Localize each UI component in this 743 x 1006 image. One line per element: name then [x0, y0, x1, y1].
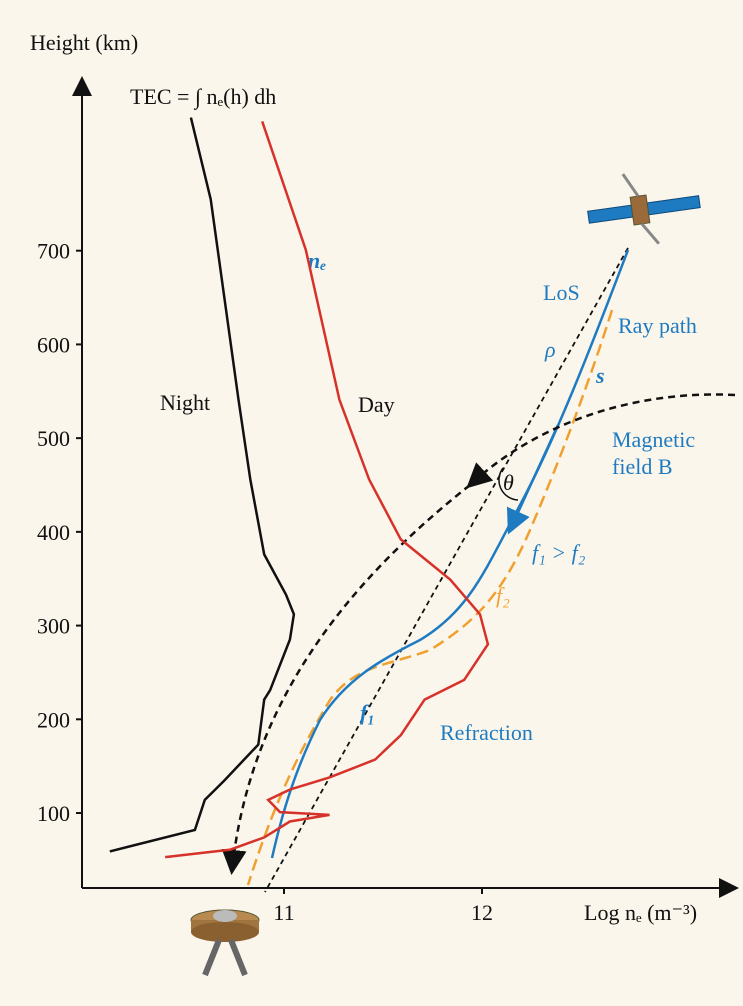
annotation: f₁ — [360, 700, 375, 725]
annotation: Refraction — [440, 720, 533, 745]
y-tick-label: 600 — [37, 332, 70, 357]
y-tick-label: 500 — [37, 426, 70, 451]
y-tick-label: 100 — [37, 801, 70, 826]
annotation: θ — [503, 470, 514, 495]
annotation: Ray path — [618, 313, 697, 338]
x-tick-label: 12 — [471, 900, 493, 925]
y-tick-label: 300 — [37, 614, 70, 639]
y-axis-label: Height (km) — [30, 30, 138, 55]
y-tick-label: 400 — [37, 520, 70, 545]
annotation: s — [595, 363, 605, 388]
profile-line — [165, 120, 490, 859]
annotation: Magnetic — [612, 427, 695, 452]
annotation: nₑ — [308, 248, 326, 273]
annotation: LoS — [543, 280, 580, 305]
x-axis-label: Log nₑ (m⁻³) — [584, 900, 697, 925]
x-tick-label: 11 — [273, 900, 294, 925]
profile-line — [109, 117, 296, 853]
illustration — [72, 76, 739, 977]
y-tick-label: 700 — [37, 239, 70, 264]
annotation: f₂ — [496, 583, 510, 608]
annotation: field B — [612, 454, 673, 479]
y-tick-label: 200 — [37, 707, 70, 732]
annotation: f₁ > f₂ — [532, 540, 586, 565]
legend-label: Day — [358, 392, 395, 417]
legend-label: Night — [160, 390, 210, 415]
annotation: ρ — [544, 337, 556, 362]
formula: TEC = ∫ nₑ(h) dh — [130, 84, 276, 110]
